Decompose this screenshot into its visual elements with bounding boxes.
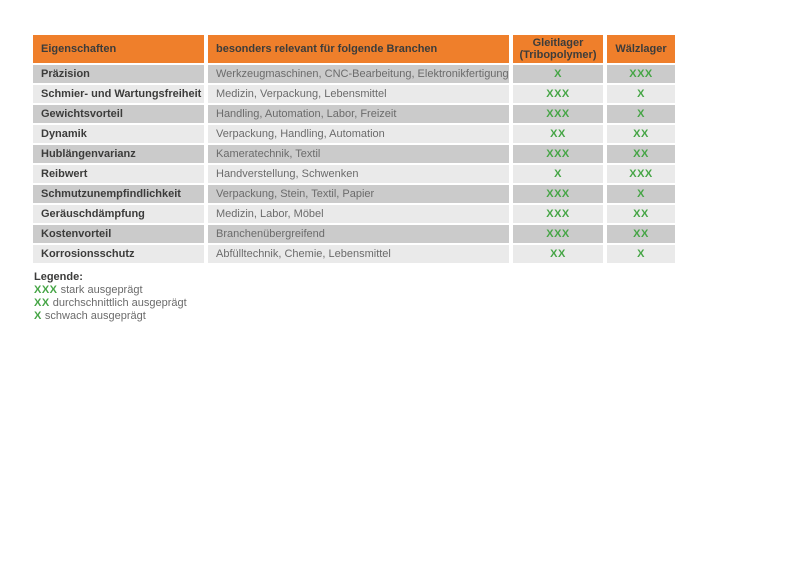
property-cell: Gewichtsvorteil: [33, 105, 204, 123]
legend-item: X schwach ausgeprägt: [34, 310, 187, 323]
gleitlager-rating-cell: X: [513, 65, 603, 83]
header-gleitlager: Gleitlager (Tribopolymer): [513, 35, 603, 63]
table-row: Korrosionsschutz Abfülltechnik, Chemie, …: [33, 245, 675, 263]
branches-cell: Kameratechnik, Textil: [208, 145, 509, 163]
property-cell: Kostenvorteil: [33, 225, 204, 243]
waelzlager-rating-cell: XXX: [607, 65, 675, 83]
table-row: Kostenvorteil Branchenübergreifend XXX X…: [33, 225, 675, 243]
legend-symbol: XXX: [34, 284, 58, 296]
property-cell: Geräuschdämpfung: [33, 205, 204, 223]
branches-cell: Medizin, Labor, Möbel: [208, 205, 509, 223]
branches-cell: Verpackung, Stein, Textil, Papier: [208, 185, 509, 203]
property-cell: Korrosionsschutz: [33, 245, 204, 263]
branches-cell: Verpackung, Handling, Automation: [208, 125, 509, 143]
property-cell: Schmier- und Wartungsfreiheit: [33, 85, 204, 103]
gleitlager-rating-cell: XX: [513, 245, 603, 263]
gleitlager-rating-cell: XXX: [513, 85, 603, 103]
table-row: Präzision Werkzeugmaschinen, CNC-Bearbei…: [33, 65, 675, 83]
table-row: Geräuschdämpfung Medizin, Labor, Möbel X…: [33, 205, 675, 223]
legend-label: durchschnittlich ausgeprägt: [52, 297, 187, 309]
header-waelzlager: Wälzlager: [607, 35, 675, 63]
gleitlager-rating-cell: XXX: [513, 205, 603, 223]
table-row: Reibwert Handverstellung, Schwenken X XX…: [33, 165, 675, 183]
property-cell: Dynamik: [33, 125, 204, 143]
waelzlager-rating-cell: XX: [607, 225, 675, 243]
table-row: Schmier- und Wartungsfreiheit Medizin, V…: [33, 85, 675, 103]
comparison-table: Eigenschaften besonders relevant für fol…: [33, 35, 675, 265]
legend-label: stark ausgeprägt: [60, 284, 143, 296]
gleitlager-rating-cell: X: [513, 165, 603, 183]
legend-title: Legende:: [34, 271, 83, 283]
branches-cell: Abfülltechnik, Chemie, Lebensmittel: [208, 245, 509, 263]
waelzlager-rating-cell: X: [607, 185, 675, 203]
branches-cell: Handverstellung, Schwenken: [208, 165, 509, 183]
gleitlager-rating-cell: XXX: [513, 145, 603, 163]
waelzlager-rating-cell: XXX: [607, 165, 675, 183]
waelzlager-rating-cell: X: [607, 105, 675, 123]
legend: Legende: XXX stark ausgeprägt XX durchsc…: [34, 271, 187, 323]
header-branchen: besonders relevant für folgende Branchen: [208, 35, 509, 63]
table-row: Hublängenvarianz Kameratechnik, Textil X…: [33, 145, 675, 163]
legend-item: XXX stark ausgeprägt: [34, 284, 187, 297]
property-cell: Schmutzunempfindlichkeit: [33, 185, 204, 203]
table-row: Schmutzunempfindlichkeit Verpackung, Ste…: [33, 185, 675, 203]
gleitlager-rating-cell: XXX: [513, 225, 603, 243]
property-cell: Präzision: [33, 65, 204, 83]
property-cell: Hublängenvarianz: [33, 145, 204, 163]
branches-cell: Werkzeugmaschinen, CNC-Bearbeitung, Elek…: [208, 65, 509, 83]
gleitlager-rating-cell: XXX: [513, 105, 603, 123]
legend-label: schwach ausgeprägt: [44, 310, 146, 322]
waelzlager-rating-cell: XX: [607, 205, 675, 223]
gleitlager-rating-cell: XXX: [513, 185, 603, 203]
header-eigenschaften: Eigenschaften: [33, 35, 204, 63]
branches-cell: Branchenübergreifend: [208, 225, 509, 243]
waelzlager-rating-cell: X: [607, 85, 675, 103]
waelzlager-rating-cell: X: [607, 245, 675, 263]
table-header-row: Eigenschaften besonders relevant für fol…: [33, 35, 675, 63]
legend-item: XX durchschnittlich ausgeprägt: [34, 297, 187, 310]
waelzlager-rating-cell: XX: [607, 125, 675, 143]
branches-cell: Handling, Automation, Labor, Freizeit: [208, 105, 509, 123]
branches-cell: Medizin, Verpackung, Lebensmittel: [208, 85, 509, 103]
table-row: Gewichtsvorteil Handling, Automation, La…: [33, 105, 675, 123]
gleitlager-rating-cell: XX: [513, 125, 603, 143]
waelzlager-rating-cell: XX: [607, 145, 675, 163]
legend-symbol: XX: [34, 297, 50, 309]
table-row: Dynamik Verpackung, Handling, Automation…: [33, 125, 675, 143]
property-cell: Reibwert: [33, 165, 204, 183]
legend-symbol: X: [34, 310, 42, 322]
